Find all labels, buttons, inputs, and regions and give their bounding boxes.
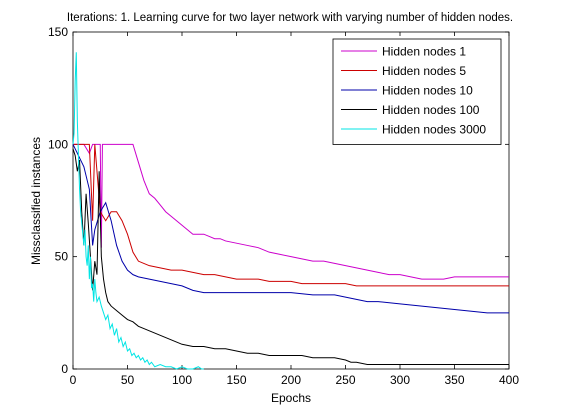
legend-box — [332, 38, 502, 145]
series-layer — [72, 52, 509, 370]
legend-label: Hidden nodes 3000 — [382, 123, 486, 137]
series-line-3 — [72, 144, 509, 314]
x-tick-label: 400 — [499, 373, 519, 387]
series-line-5 — [72, 52, 204, 370]
legend-label: Hidden nodes 10 — [382, 84, 473, 98]
y-tick-label: 150 — [48, 25, 68, 39]
y-tick-label: 50 — [55, 250, 69, 264]
y-axis-label: Missclassified instances — [29, 137, 43, 265]
y-axis: 0 50 100 150 — [48, 25, 509, 376]
legend-label: Hidden nodes 1 — [382, 45, 466, 59]
x-tick-label: 50 — [121, 373, 135, 387]
legend-label: Hidden nodes 5 — [382, 64, 466, 78]
x-tick-label: 150 — [226, 373, 246, 387]
series-line-2 — [73, 143, 509, 287]
series-line-4 — [72, 148, 509, 366]
x-tick-label: 300 — [390, 373, 410, 387]
y-tick-label: 100 — [48, 137, 68, 151]
x-tick-label: 200 — [281, 373, 301, 387]
chart-title: Iterations: 1. Learning curve for two la… — [67, 12, 513, 24]
x-tick-label: 350 — [444, 373, 464, 387]
x-axis-label: Epochs — [271, 391, 311, 405]
x-tick-label: 0 — [70, 373, 77, 387]
x-tick-label: 250 — [335, 373, 355, 387]
series-line-1 — [73, 143, 509, 280]
x-axis: 0 50 100 150 200 250 300 350 400 — [70, 32, 519, 387]
legend: Hidden nodes 1 Hidden nodes 5 Hidden nodes… — [332, 38, 502, 145]
legend-label: Hidden nodes 100 — [382, 103, 480, 117]
x-tick-label: 100 — [172, 373, 192, 387]
y-tick-label: 0 — [61, 362, 68, 376]
